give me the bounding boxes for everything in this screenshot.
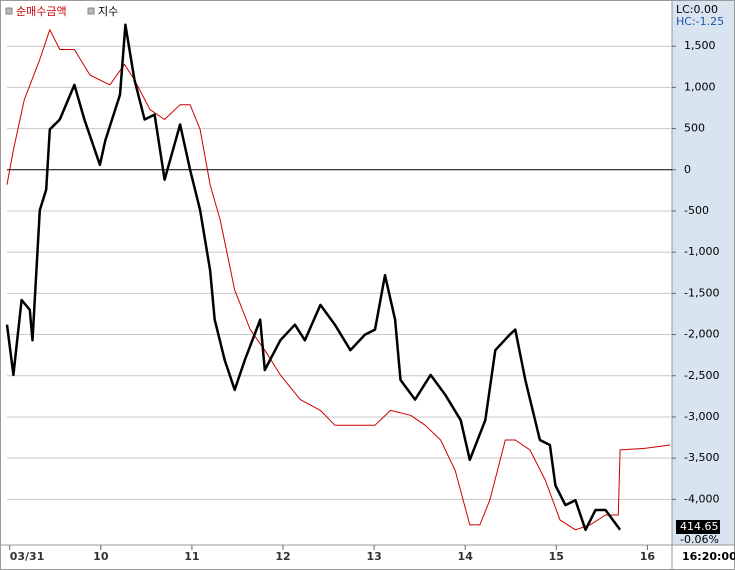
y-tick-label: -1,500 xyxy=(684,286,719,299)
hc-label: HC:-1.25 xyxy=(676,15,724,28)
last-price: 414.65 xyxy=(680,520,719,533)
y-tick-label: 1,000 xyxy=(684,80,716,93)
bottom-axis-panel xyxy=(0,545,735,570)
y-tick-label: -4,000 xyxy=(684,492,719,505)
x-tick-label: 16 xyxy=(640,550,656,563)
x-tick-label: 11 xyxy=(184,550,199,563)
last-price-box xyxy=(676,520,720,534)
series-line xyxy=(5,23,622,532)
x-tick-label: 12 xyxy=(275,550,290,563)
lines xyxy=(5,23,671,532)
y-tick-label: -3,500 xyxy=(684,451,719,464)
time-label: 16:20:00 xyxy=(682,550,735,563)
legend-marker xyxy=(87,7,95,15)
y-tick-label: 0 xyxy=(684,163,691,176)
change-label: -0.06% xyxy=(680,533,719,546)
y-tick-label: -2,500 xyxy=(684,369,719,382)
legend-label: 지수 xyxy=(98,5,118,18)
y-tick-label: 1,500 xyxy=(684,39,716,52)
grid xyxy=(7,45,672,500)
lc-label: LC:0.00 xyxy=(676,3,718,16)
y-tick-label: -3,000 xyxy=(684,410,719,423)
y-tick-label: -2,000 xyxy=(684,328,719,341)
x-tick-label: 13 xyxy=(366,550,381,563)
right-axis-panel xyxy=(672,0,735,545)
y-tick-label: 500 xyxy=(684,122,705,135)
x-tick-label: 03/31 xyxy=(10,550,45,563)
y-tick-label: -500 xyxy=(684,204,709,217)
x-tick-label: 14 xyxy=(458,550,474,563)
legend-label: 순매수금액 xyxy=(16,5,67,18)
x-tick-label: 10 xyxy=(93,550,109,563)
series-line xyxy=(6,29,671,531)
legend: 순매수금액 지수 xyxy=(5,5,118,18)
y-tick-label: -1,000 xyxy=(684,245,719,258)
legend-marker xyxy=(5,7,13,15)
x-tick-label: 15 xyxy=(549,550,564,563)
